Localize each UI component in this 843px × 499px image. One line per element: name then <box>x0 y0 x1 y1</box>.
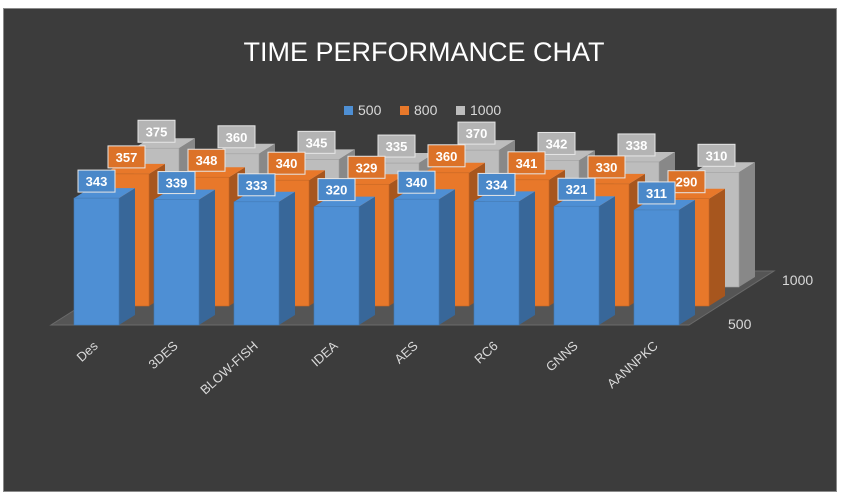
bar-front <box>153 199 200 326</box>
bar-500-blow-fish: 333 <box>233 173 295 326</box>
data-label: 341 <box>516 156 538 171</box>
bar-side <box>439 189 455 325</box>
data-label-box <box>427 144 466 168</box>
data-label-box <box>587 155 626 179</box>
legend-label-500: 500 <box>358 102 382 118</box>
chart-frame: TIME PERFORMANCE CHAT 500 800 1000 1000 … <box>3 8 837 492</box>
bar-500-des: 343 <box>73 169 135 326</box>
bar-side <box>279 191 295 325</box>
data-label-box <box>237 173 276 197</box>
data-label-box <box>157 171 196 195</box>
data-label-box <box>187 148 226 172</box>
bar-side <box>679 199 695 325</box>
data-label-box <box>77 169 116 193</box>
data-label-box <box>377 134 416 158</box>
bar-side <box>519 191 535 325</box>
bar-front <box>633 209 680 326</box>
bar-front <box>73 197 120 326</box>
x-tick-label: AES <box>391 338 421 367</box>
data-label: 335 <box>386 139 408 154</box>
data-label-box <box>557 177 596 201</box>
data-label: 321 <box>566 182 588 197</box>
data-label: 360 <box>436 149 458 164</box>
bar-side <box>599 196 615 325</box>
bar-side <box>119 188 135 325</box>
depth-label-1000: 1000 <box>782 272 813 288</box>
data-label-box <box>507 151 546 175</box>
legend: 500 800 1000 <box>344 102 501 118</box>
x-tick-label: IDEA <box>308 338 341 370</box>
data-label: 357 <box>116 150 138 165</box>
bar-front <box>233 201 280 326</box>
data-label-box <box>537 131 576 155</box>
bar-500-gnns: 321 <box>553 177 615 326</box>
bar-500-aes: 340 <box>393 170 455 326</box>
bar-side <box>359 196 375 325</box>
data-label-box <box>397 170 436 194</box>
data-label-box <box>107 145 146 169</box>
data-label-box <box>617 133 656 157</box>
data-label-box <box>477 172 516 196</box>
data-label: 348 <box>196 153 218 168</box>
bar-front <box>473 201 520 326</box>
bar-chart-3d: TIME PERFORMANCE CHAT 500 800 1000 1000 … <box>49 37 813 397</box>
legend-label-1000: 1000 <box>470 102 501 118</box>
bar-500-rc6: 334 <box>473 172 535 326</box>
data-label: 375 <box>146 124 168 139</box>
data-label: 290 <box>676 175 698 190</box>
data-label: 339 <box>166 176 188 191</box>
data-label-box <box>697 143 736 167</box>
x-tick-label: 3DES <box>145 338 181 372</box>
data-label: 329 <box>356 160 378 175</box>
data-label-box <box>637 181 676 205</box>
depth-label-500: 500 <box>728 316 752 332</box>
data-label-box <box>267 151 306 175</box>
data-label: 340 <box>406 175 428 190</box>
bar-front <box>393 198 440 326</box>
legend-swatch-500 <box>344 106 353 115</box>
bar-side <box>199 189 215 325</box>
data-label: 342 <box>546 136 568 151</box>
data-label: 320 <box>326 183 348 198</box>
data-label: 345 <box>306 135 328 150</box>
bar-groups: 375 360 345 335 370 342 338 310 357 348 340 329 360 3… <box>73 119 755 397</box>
data-label: 338 <box>626 138 648 153</box>
data-label: 330 <box>596 160 618 175</box>
data-label-box <box>347 155 386 179</box>
data-label: 334 <box>486 177 508 192</box>
x-tick-label: GNNS <box>543 338 581 374</box>
bar-500-idea: 320 <box>313 178 375 326</box>
data-label-box <box>457 121 496 145</box>
legend-swatch-1000 <box>456 106 465 115</box>
data-label-box <box>317 178 356 202</box>
x-tick-label: AANNPKC <box>604 338 661 391</box>
chart-title: TIME PERFORMANCE CHAT <box>243 37 604 67</box>
data-label-box <box>297 130 336 154</box>
x-tick-label: Des <box>74 338 102 365</box>
data-label: 340 <box>276 156 298 171</box>
legend-label-800: 800 <box>414 102 438 118</box>
data-label-box <box>137 119 176 143</box>
data-label: 310 <box>706 148 728 163</box>
x-tick-label: BLOW-FISH <box>197 338 261 397</box>
bar-front <box>313 206 360 326</box>
data-label: 333 <box>246 178 268 193</box>
bar-side <box>739 162 755 287</box>
data-label: 360 <box>226 130 248 145</box>
bar-side <box>709 188 725 306</box>
x-tick-label: RC6 <box>471 338 500 367</box>
data-label: 311 <box>646 186 667 201</box>
bar-front <box>553 205 600 326</box>
data-label-box <box>217 125 256 149</box>
data-label: 370 <box>466 126 488 141</box>
bar-500-3des: 339 <box>153 171 215 326</box>
data-label: 343 <box>86 174 108 189</box>
bar-500-aannpkc: 311 <box>633 181 695 326</box>
legend-swatch-800 <box>400 106 409 115</box>
